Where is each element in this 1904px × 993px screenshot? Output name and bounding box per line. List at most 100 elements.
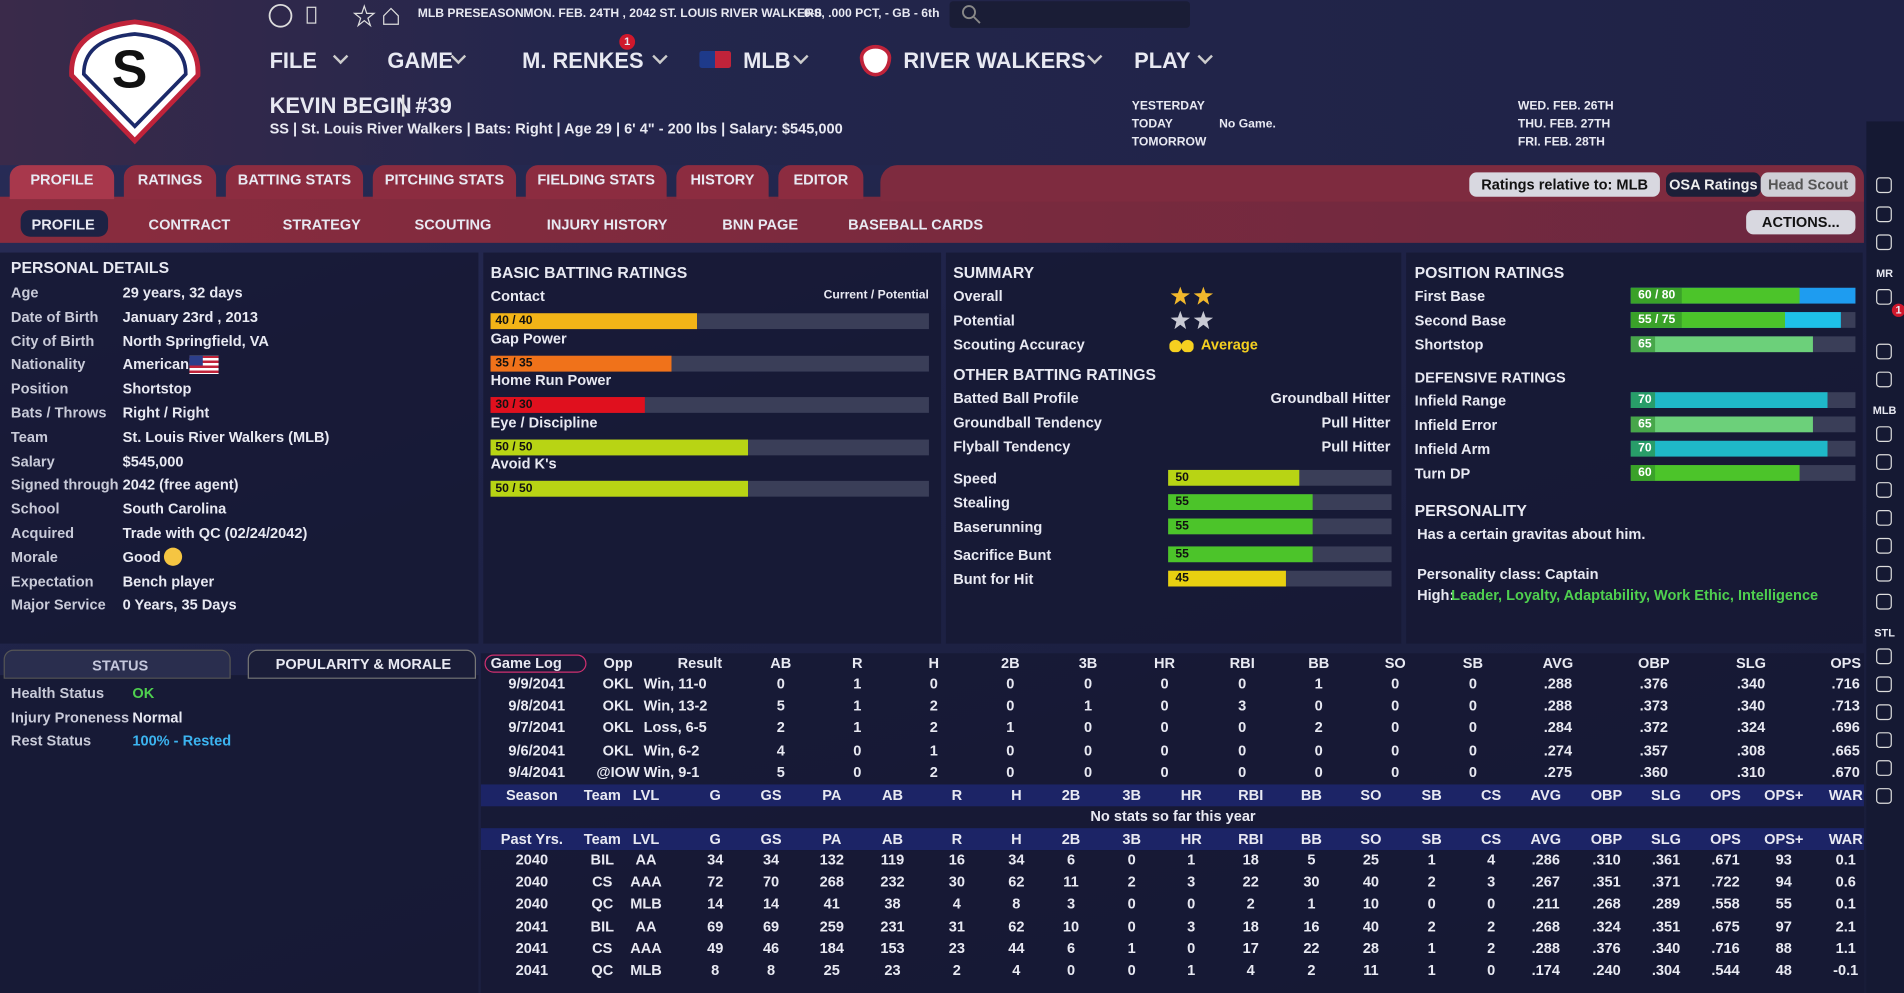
detail-value: St. Louis River Walkers (MLB) (122, 428, 330, 446)
schedule-day: TOMORROW (1131, 136, 1207, 150)
season-header: 3B (1122, 786, 1142, 804)
accuracy-value: Average (1200, 336, 1258, 354)
tab-label[interactable]: HISTORY (690, 171, 755, 189)
season-header: 2B (1061, 786, 1081, 804)
rating-label: 65 (1638, 417, 1652, 432)
tab-label[interactable]: FIELDING STATS (537, 171, 656, 189)
menu-item[interactable]: FILE (269, 48, 317, 73)
sidebar-icon[interactable] (1876, 760, 1892, 776)
status-tab-label[interactable]: POPULARITY & MORALE (275, 655, 452, 673)
subtab-label[interactable]: INJURY HISTORY (546, 216, 668, 234)
search-box[interactable] (949, 1, 1191, 28)
rating-bar (1168, 570, 1287, 587)
tab-label[interactable]: EDITOR (793, 171, 849, 189)
osa-button[interactable] (1666, 172, 1761, 197)
status-tab[interactable] (3, 649, 231, 679)
log-cell: 0 (1160, 697, 1169, 715)
osa-button-label[interactable]: OSA Ratings (1669, 176, 1758, 194)
past-cell: 1 (1427, 939, 1436, 957)
sidebar-icon[interactable] (1876, 426, 1892, 443)
past-cell: 17 (1242, 939, 1259, 957)
sidebar-icon[interactable] (1876, 482, 1892, 498)
past-cell: 62 (1008, 917, 1025, 935)
detail-label: Major Service (10, 596, 106, 614)
sidebar-icon[interactable] (1876, 676, 1892, 693)
menu-item[interactable]: PLAY (1134, 48, 1191, 73)
tab-label[interactable]: BATTING STATS (237, 171, 352, 189)
tab[interactable] (525, 165, 667, 200)
subtab-label[interactable]: PROFILE (31, 216, 95, 234)
tab[interactable] (778, 165, 864, 200)
nav-icons[interactable] (267, 3, 403, 28)
past-cell: 2 (1246, 895, 1255, 913)
scout-button-label[interactable]: Head Scout (1767, 176, 1849, 194)
menu-item[interactable]: GAME (387, 48, 453, 73)
past-cell: 69 (762, 917, 780, 935)
actions-button[interactable] (1746, 210, 1856, 235)
past-cell: 14 (762, 895, 780, 913)
schedule-day: TODAY (1131, 117, 1173, 132)
log-cell: 0 (1238, 719, 1247, 737)
subtab-label[interactable]: BNN PAGE (722, 216, 799, 234)
sidebar-icon[interactable] (1876, 177, 1892, 194)
tab[interactable] (225, 165, 364, 200)
sidebar-icon[interactable] (1876, 565, 1892, 582)
subtab-label[interactable]: STRATEGY (282, 216, 361, 234)
past-header: RBI (1238, 830, 1264, 848)
tab-label[interactable]: RATINGS (137, 171, 203, 189)
sidebar-icon[interactable] (1876, 510, 1892, 526)
rating-label: 70 (1638, 393, 1652, 407)
tab-label[interactable]: PROFILE (30, 171, 94, 189)
sidebar-icon[interactable] (1876, 704, 1892, 721)
past-cell: 132 (819, 851, 844, 869)
ratings-relative[interactable] (1469, 172, 1660, 197)
badge: 1 (619, 34, 636, 50)
sidebar-icon[interactable] (1876, 537, 1892, 554)
sidebar-icon[interactable] (1876, 788, 1892, 804)
status-tab-label[interactable]: STATUS (92, 656, 149, 674)
logo (69, 19, 201, 145)
detail-label: Expectation (10, 572, 94, 590)
menu-item[interactable]: MLB (743, 48, 791, 73)
sidebar-icon[interactable] (1876, 289, 1892, 305)
tab[interactable] (372, 165, 517, 200)
ratings-relative-label[interactable]: Ratings relative to: MLB (1481, 176, 1649, 194)
rating-label-bg (1630, 312, 1682, 328)
tab[interactable] (9, 165, 115, 200)
sidebar-icon[interactable] (1876, 343, 1892, 360)
rating-label-bg (1630, 416, 1656, 433)
morale-icon (163, 547, 183, 566)
sidebar-icon[interactable] (1876, 206, 1892, 223)
detail-value: $545,000 (122, 452, 184, 470)
sidebar-icon[interactable] (1876, 371, 1892, 388)
tab[interactable] (676, 165, 769, 200)
past-cell: 41 (823, 895, 840, 913)
sidebar-icon[interactable] (1876, 234, 1892, 251)
subtab-label[interactable]: CONTRACT (148, 216, 231, 234)
rating-name: Infield Error (1414, 416, 1498, 434)
tab[interactable] (123, 165, 217, 200)
past-header: SLG (1651, 830, 1681, 848)
subtab-label[interactable]: BASEBALL CARDS (848, 216, 984, 234)
sidebar-icon[interactable] (1876, 648, 1892, 665)
morale-tab[interactable] (247, 649, 477, 679)
scout-button[interactable] (1760, 172, 1856, 197)
menu-item[interactable]: M. RENKES (522, 48, 644, 73)
sidebar-icon[interactable] (1876, 732, 1892, 749)
past-cell: 2 (1127, 873, 1136, 891)
log-cell: 0 (1314, 763, 1323, 781)
subtab-label[interactable]: SCOUTING (414, 216, 492, 234)
log-selector[interactable] (484, 654, 587, 673)
log-selector-label[interactable]: Game Log (490, 654, 562, 672)
tab-label[interactable]: PITCHING STATS (384, 171, 505, 189)
sidebar-icon[interactable] (1876, 593, 1892, 610)
other-label: Groundball Tendency (953, 414, 1102, 432)
menu-item[interactable]: RIVER WALKERS (903, 48, 1086, 73)
status-label: Rest Status (10, 732, 92, 750)
sidebar-icon[interactable] (1876, 454, 1892, 470)
search-icon[interactable] (962, 5, 981, 24)
actions-button-label[interactable]: ACTIONS... (1761, 213, 1840, 231)
past-cell: 2040 (515, 873, 549, 891)
past-cell: .361 (1651, 851, 1681, 869)
